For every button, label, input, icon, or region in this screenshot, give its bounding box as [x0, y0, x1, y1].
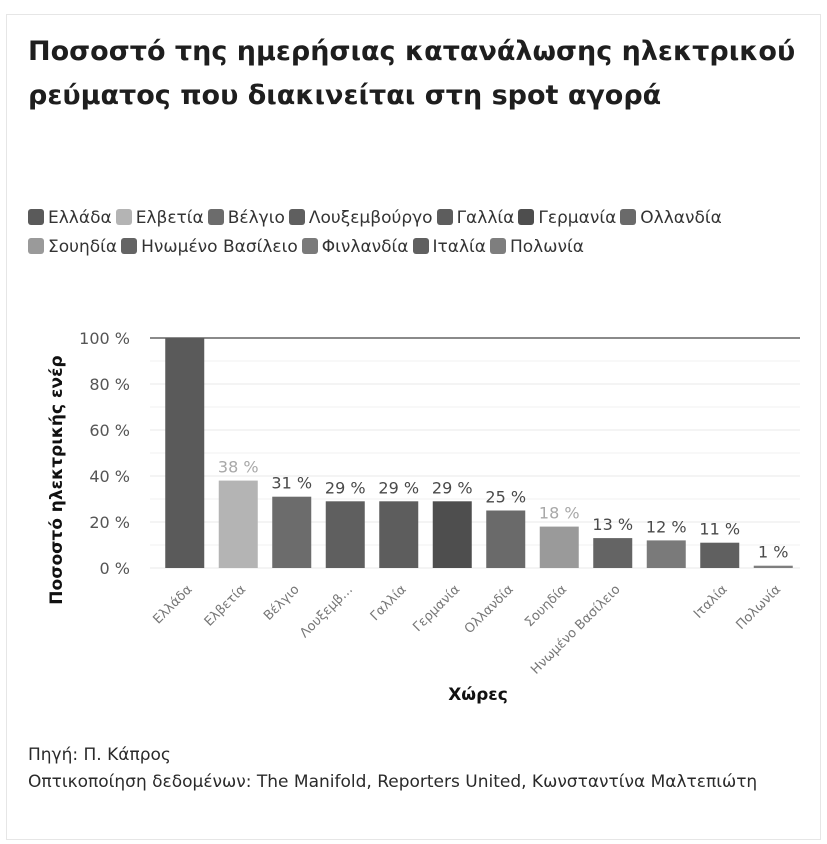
- legend-label: Λουξεμβούργο: [308, 208, 433, 228]
- y-tick-label: 60 %: [89, 421, 130, 440]
- legend-swatch: [518, 209, 535, 225]
- legend-item-0[interactable]: Ελλάδα: [28, 204, 112, 233]
- credits-text: Οπτικοποίηση δεδομένων: The Manifold, Re…: [28, 772, 758, 792]
- value-labels: 38 % 31 % 29 % 29 % 29 % 25 % 18 % 13 % 12 % 11 %…: [218, 458, 789, 562]
- legend-label: Ιταλία: [432, 237, 486, 257]
- bar-7[interactable]: [539, 526, 579, 568]
- source-text: Πηγή: Π. Κάπρος: [28, 745, 171, 765]
- bar-8[interactable]: [593, 538, 633, 568]
- bar-10[interactable]: [700, 542, 740, 568]
- legend-swatch: [121, 238, 138, 254]
- bar-3[interactable]: [325, 501, 365, 568]
- legend-item-8[interactable]: Ηνωμένο Βασίλειο: [121, 233, 298, 262]
- y-tick-label: 20 %: [89, 513, 130, 532]
- value-label: 38 %: [218, 458, 259, 477]
- bar-0[interactable]: [165, 338, 205, 568]
- x-tick-label: Ολλανδία: [462, 582, 517, 637]
- bars: [165, 338, 793, 568]
- value-label: 11 %: [699, 520, 740, 539]
- legend-swatch: [207, 209, 224, 225]
- legend-swatch: [115, 209, 132, 225]
- x-tick-label: Γαλλία: [368, 582, 410, 624]
- x-tick-label: Βέλγιο: [261, 582, 303, 624]
- y-tick-label: 40 %: [89, 467, 130, 486]
- value-label: 29 %: [432, 478, 473, 497]
- bar-6[interactable]: [486, 510, 526, 569]
- y-tick-label: 0 %: [100, 559, 130, 578]
- legend-label: Ηνωμένο Βασίλειο: [141, 237, 298, 257]
- bar-4[interactable]: [379, 501, 419, 568]
- bar-11[interactable]: [753, 565, 793, 568]
- legend-item-11[interactable]: Πολωνία: [490, 233, 584, 262]
- chart-legend: Ελλάδα Ελβετία Βέλγιο Λουξεμβούργο Γαλλία Γερ…: [28, 204, 808, 262]
- legend-label: Ελβετία: [135, 208, 204, 228]
- value-label: 29 %: [378, 478, 419, 497]
- legend-label: Γαλλία: [456, 208, 515, 228]
- chart-footer: Πηγή: Π. Κάπρος Οπτικοποίηση δεδομένων: …: [28, 742, 818, 796]
- y-axis-ticks: 0 % 20 % 40 % 60 % 80 % 100 %: [79, 329, 130, 578]
- x-tick-label: Ιταλία: [691, 582, 731, 622]
- chart-title: Ποσοστό της ημερήσιας κατανάλωσης ηλεκτρ…: [28, 36, 796, 111]
- bar-5[interactable]: [432, 501, 472, 568]
- legend-item-7[interactable]: Σουηδία: [28, 233, 117, 262]
- legend-label: Γερμανία: [538, 208, 617, 228]
- legend-item-4[interactable]: Γαλλία: [436, 204, 515, 233]
- value-label: 18 %: [539, 504, 580, 523]
- bar-9[interactable]: [646, 540, 686, 568]
- x-axis-label: Χώρες: [448, 685, 508, 705]
- value-label: 31 %: [271, 474, 312, 493]
- gridlines: [150, 337, 800, 569]
- x-tick-label: Σουηδία: [522, 582, 570, 630]
- value-label: 25 %: [485, 488, 526, 507]
- legend-label: Πολωνία: [510, 237, 584, 257]
- chart-card: [6, 14, 821, 840]
- legend-swatch: [412, 238, 429, 254]
- legend-label: Ολλανδία: [640, 208, 722, 228]
- y-axis-label: Ποσοστό ηλεκτρικής ενέρ: [47, 355, 67, 604]
- legend-swatch: [28, 238, 44, 254]
- bar-2[interactable]: [272, 496, 312, 568]
- value-label: 13 %: [592, 515, 633, 534]
- legend-swatch: [28, 209, 44, 225]
- legend-item-6[interactable]: Ολλανδία: [620, 204, 722, 233]
- legend-item-3[interactable]: Λουξεμβούργο: [288, 204, 433, 233]
- legend-swatch: [490, 238, 506, 254]
- legend-swatch: [436, 209, 453, 225]
- bar-1[interactable]: [218, 480, 258, 568]
- x-tick-label: Γερμανία: [410, 582, 463, 635]
- x-tick-label: Ηνωμένο Βασίλειο: [528, 582, 623, 677]
- legend-label: Βέλγιο: [227, 208, 285, 228]
- legend-swatch: [301, 238, 318, 254]
- x-tick-label: Λουξεμβ…: [297, 582, 356, 641]
- legend-label: Φινλανδία: [321, 237, 409, 257]
- y-tick-label: 100 %: [79, 329, 130, 348]
- legend-label: Σουηδία: [48, 237, 118, 257]
- value-label: 29 %: [325, 478, 366, 497]
- value-label: 12 %: [646, 517, 687, 536]
- legend-label: Ελλάδα: [48, 208, 112, 228]
- x-tick-label: Πολωνία: [733, 582, 784, 633]
- y-tick-label: 80 %: [89, 375, 130, 394]
- legend-item-9[interactable]: Φινλανδία: [301, 233, 409, 262]
- x-tick-label: Ελλάδα: [151, 582, 196, 627]
- legend-item-2[interactable]: Βέλγιο: [207, 204, 285, 233]
- bar-chart: 0 % 20 % 40 % 60 % 80 % 100 % 38 % 31 % 29 % 29 …: [47, 329, 800, 705]
- x-tick-label: Ελβετία: [202, 582, 249, 629]
- legend-item-10[interactable]: Ιταλία: [412, 233, 486, 262]
- legend-item-5[interactable]: Γερμανία: [518, 204, 616, 233]
- legend-item-1[interactable]: Ελβετία: [115, 204, 204, 233]
- legend-swatch: [288, 209, 305, 225]
- legend-swatch: [620, 209, 637, 225]
- value-label: 1 %: [758, 543, 788, 562]
